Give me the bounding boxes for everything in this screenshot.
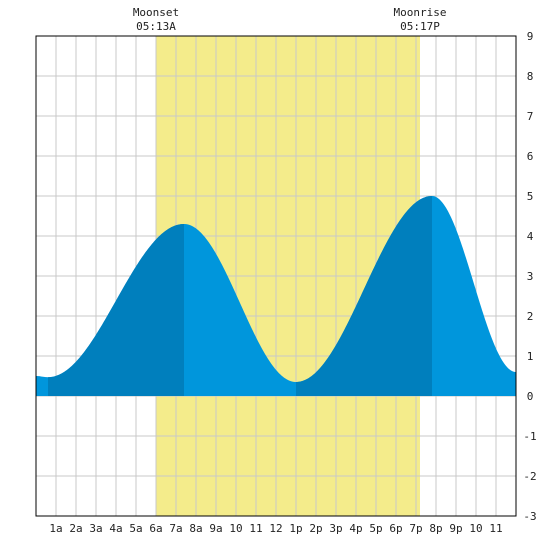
x-tick-label: 5p bbox=[369, 522, 382, 535]
x-tick-label: 5a bbox=[129, 522, 142, 535]
x-tick-label: 12 bbox=[269, 522, 282, 535]
y-tick-label: 9 bbox=[527, 30, 534, 43]
tide-area-dark bbox=[48, 224, 184, 396]
x-tick-label: 10 bbox=[229, 522, 242, 535]
x-tick-label: 2a bbox=[69, 522, 82, 535]
x-tick-label: 1a bbox=[49, 522, 62, 535]
x-axis-ticks: 1a 2a 3a 4a 5a 6a 7a 8a 9a 10 11 12 1p 2p 3p 4p 5p 6p 7p 8p… bbox=[49, 522, 502, 535]
x-tick-label: 4p bbox=[349, 522, 362, 535]
x-tick-label: 3a bbox=[89, 522, 102, 535]
x-tick-label: 4a bbox=[109, 522, 122, 535]
x-tick-label: 9p bbox=[449, 522, 462, 535]
y-tick-label: 1 bbox=[527, 350, 534, 363]
y-tick-label: 6 bbox=[527, 150, 534, 163]
x-tick-label: 6p bbox=[389, 522, 402, 535]
x-tick-label: 8a bbox=[189, 522, 202, 535]
x-tick-label: 3p bbox=[329, 522, 342, 535]
y-tick-label: 2 bbox=[527, 310, 534, 323]
x-tick-label: 7p bbox=[409, 522, 422, 535]
x-tick-label: 1p bbox=[289, 522, 302, 535]
y-tick-label: 8 bbox=[527, 70, 534, 83]
y-tick-label: 7 bbox=[527, 110, 534, 123]
moonrise-label: Moonrise bbox=[394, 6, 447, 19]
tide-area bbox=[36, 196, 516, 396]
y-tick-label: -2 bbox=[523, 470, 536, 483]
tide-area-dark bbox=[296, 196, 432, 396]
x-tick-label: 9a bbox=[209, 522, 222, 535]
x-tick-label: 6a bbox=[149, 522, 162, 535]
plot-frame bbox=[35, 35, 517, 517]
moonset-time: 05:13A bbox=[136, 20, 176, 33]
x-tick-label: 11 bbox=[489, 522, 502, 535]
moonrise-time: 05:17P bbox=[400, 20, 440, 33]
x-tick-label: 10 bbox=[469, 522, 482, 535]
y-tick-label: -1 bbox=[523, 430, 536, 443]
y-tick-label: -3 bbox=[523, 510, 536, 523]
x-tick-label: 7a bbox=[169, 522, 182, 535]
y-tick-label: 4 bbox=[527, 230, 534, 243]
x-tick-label: 11 bbox=[249, 522, 262, 535]
y-tick-label: 3 bbox=[527, 270, 534, 283]
x-tick-label: 8p bbox=[429, 522, 442, 535]
x-tick-label: 2p bbox=[309, 522, 322, 535]
y-tick-label: 5 bbox=[527, 190, 534, 203]
y-axis-ticks: -3 -2 -1 0 1 2 3 4 5 6 7 8 9 bbox=[523, 30, 536, 523]
moonset-label: Moonset bbox=[133, 6, 179, 19]
y-tick-label: 0 bbox=[527, 390, 534, 403]
